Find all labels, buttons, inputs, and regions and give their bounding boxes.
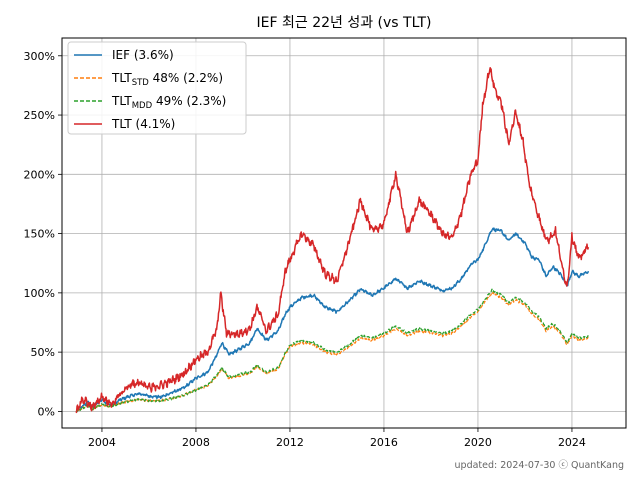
series-line-1 bbox=[75, 227, 590, 413]
y-tick-label: 0% bbox=[38, 405, 55, 418]
x-tick-label: 2008 bbox=[182, 436, 210, 449]
x-tick-label: 2016 bbox=[370, 436, 398, 449]
y-tick-label: 300% bbox=[24, 50, 55, 63]
series-line-2 bbox=[75, 291, 589, 413]
y-tick-label: 250% bbox=[24, 109, 55, 122]
series-layer bbox=[75, 66, 590, 414]
y-tick-label: 150% bbox=[24, 228, 55, 241]
legend-label: IEF (3.6%) bbox=[112, 48, 174, 62]
x-tick-label: 2020 bbox=[464, 436, 492, 449]
legend-label: TLT (4.1%) bbox=[111, 117, 175, 131]
legend-label: TLTMDD 49% (2.3%) bbox=[111, 94, 226, 111]
x-axis: 2004 2008 2012 2016 2020 2024 bbox=[88, 428, 586, 449]
plot-frame bbox=[61, 37, 627, 429]
legend: IEF (3.6%) TLTSTD 48% (2.2%) TLTMDD 49% (2… bbox=[67, 41, 247, 135]
chart-title: IEF 최근 22년 성과 (vs TLT) bbox=[257, 15, 432, 31]
y-tick-label: 200% bbox=[24, 168, 55, 181]
x-tick-label: 2012 bbox=[276, 436, 304, 449]
x-tick-label: 2024 bbox=[558, 436, 586, 449]
axes-border bbox=[61, 37, 627, 429]
footer-note: updated: 2024-07-30 ⓒ QuantKang bbox=[455, 460, 624, 471]
y-tick-label: 50% bbox=[31, 346, 55, 359]
y-tick-label: 100% bbox=[24, 287, 55, 300]
series-line-3 bbox=[75, 288, 589, 413]
legend-box bbox=[67, 41, 247, 135]
legend-label: TLTSTD 48% (2.2%) bbox=[111, 71, 223, 88]
series-line-4 bbox=[75, 66, 590, 414]
x-tick-label: 2004 bbox=[88, 436, 116, 449]
y-axis: 0% 50% 100% 150% 200% 250% 300% bbox=[24, 50, 62, 418]
